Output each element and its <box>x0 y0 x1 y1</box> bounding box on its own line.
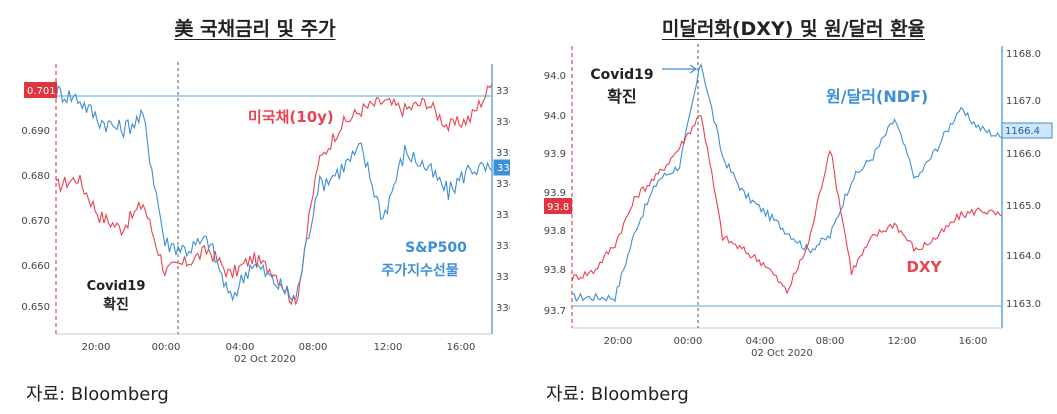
left-source: 자료: Bloomberg <box>26 384 169 405</box>
left-y-right-tick-label: 3300. <box>496 303 510 314</box>
right-series-line-0 <box>571 62 1003 303</box>
right-y-left-tick-label: 93.9 <box>544 149 566 160</box>
right-x-tick-label: 16:00 <box>959 336 988 347</box>
left-series-label-sp500-line1: S&P500 <box>405 240 467 256</box>
left-covid-annotation-line2: 확진 <box>103 296 129 313</box>
left-y-left-tick-label: 0.660 <box>21 261 50 272</box>
right-series-label-krw: 원/달러(NDF) <box>826 87 928 106</box>
left-series-label-sp500-line2: 주가지수선물 <box>381 263 458 279</box>
left-y-left-tick-label: 0.670 <box>21 216 50 227</box>
right-panel: 미달러화(DXY) 및 원/달러 환율 94.0 94.0 93.9 93.9 93.8… <box>530 0 1057 414</box>
right-y-right-tick-label: 1165.0 <box>1006 201 1041 212</box>
left-y-right-tick-label: 3330. <box>496 210 510 221</box>
left-covid-annotation: Covid19 <box>87 279 146 294</box>
left-x-tick-label: 04:00 <box>226 342 255 353</box>
left-chart: 0.690 0.680 0.670 0.660 0.650 3370. 3360. 3350.… <box>21 62 510 365</box>
left-panel: 美 국채금리 및 주가 0.690 0.680 0.670 0.660 0.650 337… <box>0 0 510 414</box>
left-x-tick-label: 16:00 <box>447 342 476 353</box>
right-y-right-tick-label: 1163.0 <box>1006 299 1041 310</box>
right-y-left-marker-value: 93.8 <box>547 202 569 213</box>
right-chart-title: 미달러화(DXY) 및 원/달러 환율 <box>661 18 926 40</box>
right-y-right-marker-badge <box>1001 122 1053 139</box>
right-x-tick-label: 00:00 <box>674 336 703 347</box>
right-x-tick-label: 08:00 <box>816 336 845 347</box>
right-x-tick-label: 12:00 <box>888 336 917 347</box>
right-source: 자료: Bloomberg <box>546 384 689 405</box>
right-y-right-tick-label: 1166.0 <box>1006 149 1041 160</box>
right-covid-annotation: Covid19 <box>590 67 653 83</box>
left-series-line-0 <box>55 84 493 306</box>
right-x-tick-label: 20:00 <box>604 336 633 347</box>
right-covid-arrow <box>662 64 698 74</box>
right-y-right-marker-value: 1166.4 <box>1005 126 1040 137</box>
right-y-left-tick-label: 94.0 <box>544 111 566 122</box>
left-chart-title: 美 국채금리 및 주가 <box>174 18 336 40</box>
left-y-left-marker-badge <box>24 82 57 98</box>
right-y-left-tick-label: 93.7 <box>544 306 566 317</box>
right-covid-annotation-line2: 확진 <box>607 87 636 106</box>
right-y-left-tick-label: 93.8 <box>544 226 566 237</box>
left-x-tick-label: 08:00 <box>299 342 328 353</box>
right-y-left-tick-label: 94.0 <box>544 71 566 82</box>
right-y-right-tick-label: 1168.0 <box>1006 49 1041 60</box>
left-y-right-marker-badge <box>493 159 510 176</box>
right-y-right-tick-label: 1164.0 <box>1006 251 1041 262</box>
left-x-tick-label: 20:00 <box>82 342 111 353</box>
right-x-tick-label: 04:00 <box>746 336 775 347</box>
left-y-right-tick-label: 3310. <box>496 272 510 283</box>
left-series-line-1 <box>55 84 493 302</box>
left-y-right-marker-value: 3345 <box>497 163 510 174</box>
left-y-right-tick-label: 3350. <box>496 148 510 159</box>
right-x-date-label: 02 Oct 2020 <box>751 348 813 359</box>
right-y-right-tick-label: 1167.0 <box>1006 96 1041 107</box>
right-chart: 94.0 94.0 93.9 93.9 93.8 93.8 93.7 1168.0 1167.0… <box>544 44 1053 359</box>
left-y-right-tick-label: 3370. <box>496 86 510 97</box>
left-x-tick-label: 12:00 <box>374 342 403 353</box>
right-y-left-marker-badge <box>544 198 572 214</box>
left-y-right-tick-label: 3360. <box>496 117 510 128</box>
left-y-left-tick-label: 0.690 <box>21 126 50 137</box>
left-series-label-treasury: 미국채(10y) <box>248 108 334 126</box>
right-series-line-1 <box>571 115 1003 295</box>
left-y-left-tick-label: 0.650 <box>21 302 50 313</box>
right-y-left-tick-label: 93.9 <box>544 188 566 199</box>
left-y-right-tick-label: 3340. <box>496 179 510 190</box>
right-series-label-dxy: DXY <box>907 258 943 276</box>
right-y-left-tick-label: 93.8 <box>544 265 566 276</box>
left-y-left-marker-value: 0.701 <box>27 86 56 97</box>
left-x-tick-label: 00:00 <box>152 342 181 353</box>
left-y-left-tick-label: 0.680 <box>21 171 50 182</box>
left-x-date-label: 02 Oct 2020 <box>234 354 296 365</box>
